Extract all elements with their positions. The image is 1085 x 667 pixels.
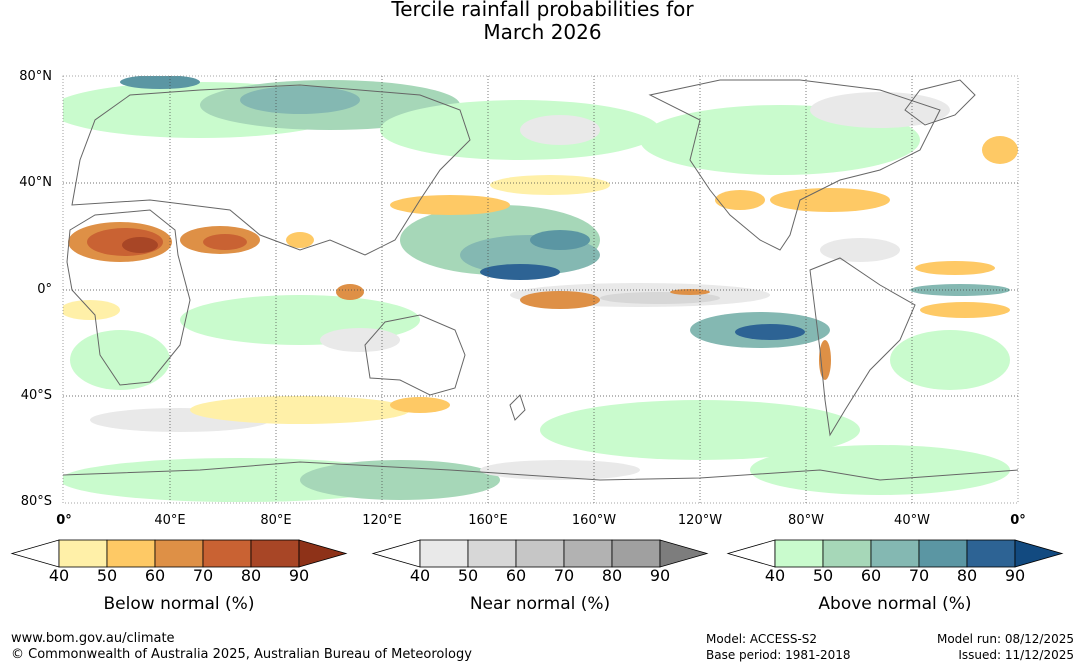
lon-label-120e: 120°E (362, 513, 402, 528)
below-normal-regions (63, 136, 1018, 424)
legend-below-swatch-60 (154, 539, 204, 568)
coastlines (63, 79, 1018, 481)
legend-below-tick-70: 70 (192, 566, 214, 585)
legend-below-tick-50: 50 (96, 566, 118, 585)
legend-near-swatch-60 (515, 539, 565, 568)
legend-below-tick-40: 40 (48, 566, 70, 585)
lat-label-40s: 40°S (20, 388, 52, 403)
legend-above-swatch-40 (774, 539, 824, 568)
legend-above-tick-80: 80 (956, 566, 978, 585)
legend-above-tick-60: 60 (860, 566, 882, 585)
legend-near-tick-40: 40 (409, 566, 431, 585)
legend-below-swatch-80 (250, 539, 300, 568)
legend-below-title: Below normal (%) (103, 594, 255, 614)
lon-label-40e: 40°E (154, 513, 186, 528)
lon-label-120w: 120°W (677, 513, 723, 528)
graticule (63, 76, 1018, 503)
lon-label-40w: 40°W (894, 513, 930, 528)
legend-above-swatch-60 (870, 539, 920, 568)
legend-above-min-arrow (726, 539, 776, 568)
legend-above-swatch-80 (966, 539, 1016, 568)
footer-issued: Issued: 11/12/2025 (958, 648, 1074, 662)
lat-label-0: 0° (37, 282, 52, 297)
legend-above-title: Above normal (%) (818, 594, 972, 614)
legend-near-min-arrow (371, 539, 421, 568)
legend-near-tick-70: 70 (553, 566, 575, 585)
legend-above-tick-50: 50 (812, 566, 834, 585)
lon-label-160e: 160°E (468, 513, 508, 528)
legend-below-swatch-70 (202, 539, 252, 568)
legend-near-tick-50: 50 (457, 566, 479, 585)
footer-copyright: © Commonwealth of Australia 2025, Austra… (11, 647, 472, 662)
lon-label-80e: 80°E (260, 513, 292, 528)
footer-model: Model: ACCESS-S2 (706, 632, 818, 646)
legend-above-tick-90: 90 (1004, 566, 1026, 585)
legend-below-tick-90: 90 (288, 566, 310, 585)
legend-above-swatch-70 (918, 539, 968, 568)
footer-url[interactable]: www.bom.gov.au/climate (11, 631, 175, 646)
lon-label-0-left: 0° (56, 513, 72, 528)
legend-near-tick-60: 60 (505, 566, 527, 585)
footer-model-run: Model run: 08/12/2025 (936, 632, 1074, 646)
chart-title-line2: March 2026 (483, 20, 602, 44)
lon-label-160w: 160°W (571, 513, 617, 528)
legend-below-tick-80: 80 (240, 566, 262, 585)
legend-near-swatch-50 (467, 539, 517, 568)
lat-label-40n: 40°N (19, 175, 52, 190)
legend-below-max-arrow (298, 539, 348, 568)
legend-below-swatch-40 (58, 539, 108, 568)
legend-near-tick-80: 80 (601, 566, 623, 585)
legend-below-swatch-50 (106, 539, 156, 568)
legend-near-tick-90: 90 (649, 566, 671, 585)
footer-base-period: Base period: 1981-2018 (706, 648, 851, 662)
legend-near-swatch-40 (419, 539, 469, 568)
legend-above-max-arrow (1014, 539, 1064, 568)
above-normal-regions (63, 76, 1010, 502)
lat-label-80n: 80°N (19, 69, 52, 84)
legend-below-min-arrow (10, 539, 60, 568)
lon-label-80w: 80°W (788, 513, 824, 528)
legend-below-tick-60: 60 (144, 566, 166, 585)
legend-near-title: Near normal (%) (469, 594, 611, 614)
legend-above-tick-70: 70 (908, 566, 930, 585)
lat-label-80s: 80°S (20, 494, 52, 509)
chart-title-line1: Tercile rainfall probabilities for (391, 0, 694, 21)
legend-above-tick-40: 40 (764, 566, 786, 585)
legend-above-swatch-50 (822, 539, 872, 568)
legend-near-max-arrow (659, 539, 709, 568)
legend-near-swatch-70 (563, 539, 613, 568)
lon-label-0-right: 0° (1010, 513, 1026, 528)
legend-near-swatch-80 (611, 539, 661, 568)
